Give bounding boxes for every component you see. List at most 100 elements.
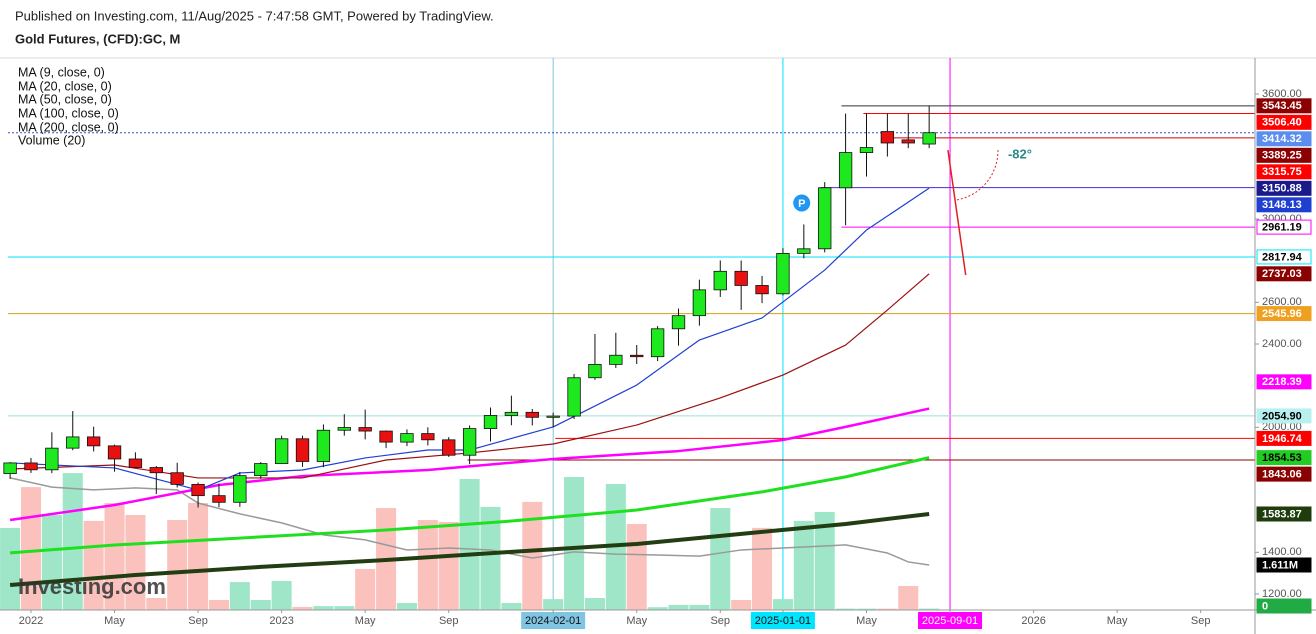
price-label: 1946.74: [1262, 433, 1303, 445]
trend-line: [947, 149, 967, 276]
ma-line: [9, 456, 930, 555]
candle-body: [692, 289, 707, 317]
candle-body: [504, 411, 519, 416]
volume-bar: [689, 604, 710, 610]
volume-bar: [167, 520, 188, 610]
volume-bar: [772, 599, 793, 610]
y-tick-label: 3600.00: [1262, 88, 1302, 100]
candle-body: [212, 495, 226, 503]
price-label-box: [1256, 164, 1312, 180]
candle-body: [797, 248, 811, 254]
price-label-box: [1256, 598, 1312, 614]
x-tick-label: 2022: [19, 615, 43, 627]
candle-body: [379, 430, 393, 443]
candle-body: [818, 187, 832, 250]
legend: MA (9, close, 0) MA (20, close, 0) MA (5…: [18, 65, 119, 147]
candle-body: [191, 483, 205, 497]
legend-entry: MA (50, close, 0): [18, 92, 112, 106]
price-label-box: [1256, 147, 1312, 163]
candle-body: [254, 463, 268, 477]
candle-body: [483, 415, 498, 429]
price-label-box: [1256, 266, 1312, 282]
candle-body: [24, 462, 38, 471]
volume-bar: [125, 515, 146, 610]
volume-bar: [62, 473, 83, 610]
candle-body: [525, 411, 539, 418]
price-label-box: [1256, 466, 1312, 482]
volume-bar: [292, 606, 313, 610]
price-label-box: [1256, 197, 1312, 213]
volume-ma-line: [9, 477, 930, 566]
y-tick-label: 1200.00: [1262, 588, 1302, 600]
y-tick-label: 2600.00: [1262, 296, 1302, 308]
x-tick-label: May: [104, 615, 125, 627]
price-label-box: [1256, 249, 1312, 265]
candle-body: [274, 438, 289, 464]
candle-body: [546, 415, 560, 418]
volume-bar: [814, 511, 835, 610]
price-label-box: [1256, 219, 1312, 235]
candle-body: [316, 429, 331, 462]
candle-body: [713, 270, 727, 291]
candle-body: [400, 433, 414, 443]
volume-bar: [0, 527, 21, 610]
x-tick-label: 2024-02-01: [525, 615, 581, 627]
volume-bar: [83, 520, 104, 610]
marker: [793, 194, 811, 212]
candle-body: [170, 472, 184, 485]
volume-bar: [647, 607, 668, 610]
candle-body: [337, 427, 351, 431]
candle-body: [358, 427, 372, 432]
volume-bar: [898, 585, 919, 610]
candle-body: [45, 447, 59, 471]
volume-bar: [41, 515, 62, 610]
x-tick-label: 2025-01-01: [755, 615, 811, 627]
candle-body: [233, 475, 247, 503]
price-label: 3389.25: [1262, 150, 1302, 162]
price-label: 1843.06: [1262, 469, 1302, 481]
legend-entry: MA (20, close, 0): [18, 79, 112, 93]
volume-bar: [459, 478, 480, 610]
candle-body: [755, 285, 769, 295]
price-label: 2218.39: [1262, 376, 1302, 388]
price-label: 1583.87: [1262, 508, 1302, 520]
x-tick-label: Sep: [710, 615, 730, 627]
x-tick-label: Sep: [439, 615, 459, 627]
volume-bar: [438, 522, 459, 610]
angle-label: -82°: [1008, 147, 1032, 162]
volume-bar: [522, 501, 543, 610]
candle-body: [588, 364, 602, 379]
candle-body: [462, 428, 477, 456]
candle-body: [3, 462, 17, 474]
chart-title: Published on Investing.com, 11/Aug/2025 …: [15, 8, 494, 23]
volume-bar: [188, 503, 209, 610]
price-label-box: [1256, 450, 1312, 466]
time-marker-box: [750, 612, 815, 629]
volume-bar: [626, 523, 647, 610]
price-label: 2817.94: [1262, 251, 1303, 263]
ma-line: [10, 273, 930, 479]
candle-body: [838, 152, 853, 189]
candle-body: [442, 439, 456, 456]
volume-bar: [229, 582, 250, 610]
price-label-box: [1256, 374, 1312, 390]
volume-bar: [501, 603, 522, 610]
y-tick-label: 2400.00: [1262, 338, 1302, 350]
price-label: 3414.32: [1262, 133, 1302, 145]
legend-entry: MA (100, close, 0): [18, 106, 119, 120]
volume-bar: [146, 597, 167, 610]
ma-line: [9, 407, 930, 522]
candle-body: [922, 132, 936, 145]
y-tick-label: 1400.00: [1262, 546, 1302, 558]
price-label-box: [1256, 306, 1312, 322]
volume-bar: [856, 608, 877, 610]
x-tick-label: 2026: [1021, 615, 1045, 627]
price-label: 3315.75: [1262, 166, 1302, 178]
x-tick-label: May: [856, 615, 877, 627]
price-label-box: [1256, 506, 1312, 522]
volume-bar: [752, 527, 773, 610]
candle-body: [149, 467, 163, 474]
volume-bar: [919, 608, 940, 610]
